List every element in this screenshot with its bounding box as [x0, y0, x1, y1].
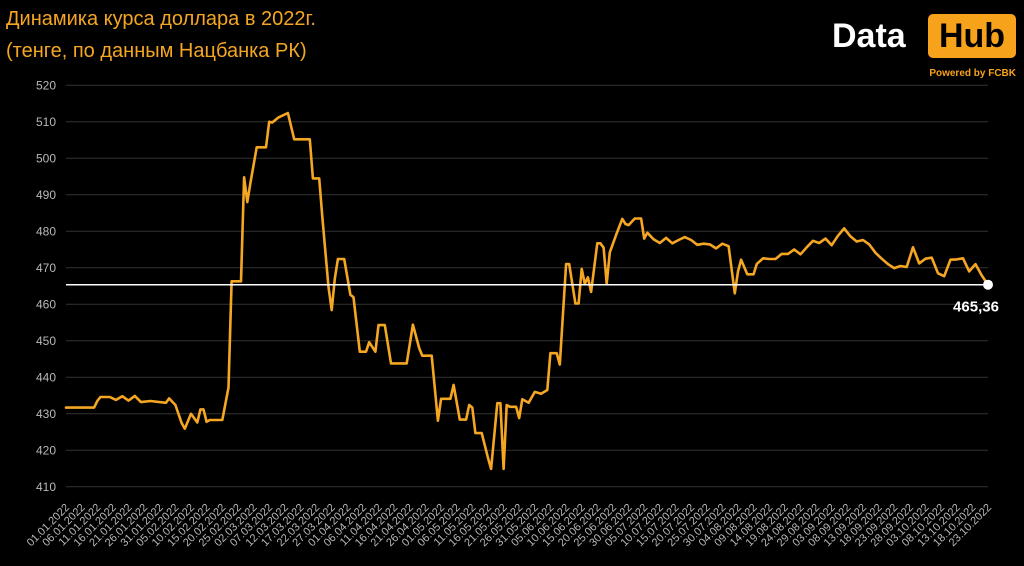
y-tick-label: 490: [36, 188, 56, 202]
y-tick-label: 420: [36, 443, 56, 457]
y-tick-label: 500: [36, 151, 56, 165]
logo-word-hub: Hub: [928, 14, 1016, 58]
logo-tagline: Powered by FCBK: [929, 68, 1016, 79]
y-tick-label: 520: [36, 78, 56, 92]
logo-word-data: Data: [832, 17, 906, 55]
chart-subtitle: (тенге, по данным Нацбанка РК): [6, 40, 307, 62]
x-axis: 01.01.202206.01.202211.01.202216.01.2022…: [25, 502, 994, 549]
y-tick-label: 430: [36, 407, 56, 421]
y-axis: 410 420 430 440 450 460 470 480 490 500 510 520: [36, 78, 56, 493]
y-tick-label: 410: [36, 480, 56, 494]
datahub-logo: Data Hub Powered by FCBK: [832, 12, 1018, 82]
y-tick-label: 450: [36, 334, 56, 348]
y-tick-label: 510: [36, 115, 56, 129]
y-tick-label: 470: [36, 261, 56, 275]
gridlines: [66, 84, 988, 488]
reference-layer: 465,36: [66, 279, 999, 316]
y-tick-label: 460: [36, 297, 56, 311]
last-value-label: 465,36: [953, 299, 999, 316]
series-layer: [64, 111, 990, 471]
y-tick-label: 440: [36, 370, 56, 384]
chart-title: Динамика курса доллара в 2022г.: [6, 8, 316, 30]
series-line-usd-kzt: [64, 111, 990, 471]
last-value-marker: [983, 279, 993, 290]
y-tick-label: 480: [36, 224, 56, 238]
